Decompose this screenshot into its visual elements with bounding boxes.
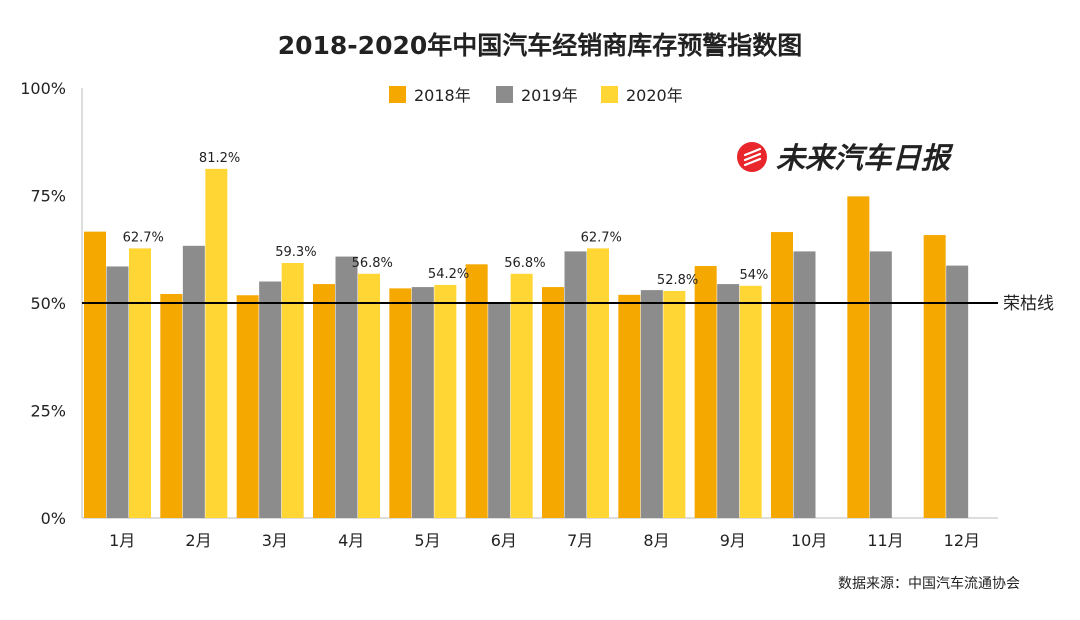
bar — [510, 273, 533, 518]
y-tick-label: 50% — [30, 294, 66, 313]
data-label: 52.8% — [657, 273, 698, 288]
legend-label: 2019年 — [521, 86, 578, 105]
bar — [358, 273, 380, 518]
y-tick-label: 0% — [41, 509, 66, 528]
chart-title: 2018-2020年中国汽车经销商库存预警指数图 — [278, 31, 803, 60]
bar — [84, 231, 106, 518]
y-tick-label: 100% — [20, 79, 66, 98]
bar — [542, 287, 564, 518]
bar — [739, 285, 762, 518]
brand-logo-stripes — [743, 147, 762, 167]
legend-swatch — [496, 86, 513, 103]
brand-logo: 未来汽车日报 — [737, 141, 954, 175]
data-label: 54% — [739, 268, 768, 283]
bar — [618, 294, 641, 518]
data-label: 56.8% — [352, 256, 393, 271]
x-tick-label: 11月 — [867, 531, 903, 550]
data-label: 62.7% — [581, 230, 622, 245]
reference-line-label: 荣枯线 — [1003, 294, 1054, 314]
bar — [335, 256, 358, 518]
y-tick-label: 25% — [30, 402, 66, 421]
bar — [434, 284, 457, 518]
x-tick-label: 8月 — [643, 531, 669, 550]
x-tick-label: 1月 — [109, 531, 135, 550]
bar — [663, 290, 686, 518]
data-label: 81.2% — [199, 151, 240, 166]
data-label: 59.3% — [275, 245, 316, 260]
bar — [281, 263, 304, 518]
x-tick-label: 3月 — [262, 531, 288, 550]
brand-stripe — [743, 157, 762, 167]
bar — [946, 265, 969, 518]
bar — [694, 266, 717, 518]
brand-stripe — [743, 152, 762, 162]
bar — [869, 251, 892, 518]
bar — [847, 196, 870, 519]
bar — [411, 287, 434, 518]
x-tick-label: 9月 — [720, 531, 746, 550]
legend-swatch — [389, 86, 406, 103]
bar — [488, 303, 511, 518]
x-tick-label: 7月 — [567, 531, 593, 550]
bar — [160, 293, 183, 518]
brand-stripe — [743, 147, 762, 157]
bar — [465, 264, 488, 518]
legend-label: 2020年 — [626, 86, 683, 105]
bar — [313, 284, 335, 518]
bar — [640, 290, 663, 518]
legend-swatch — [601, 86, 618, 103]
x-tick-label: 2月 — [185, 531, 211, 550]
legend: 2018年 2019年 2020年 — [389, 86, 683, 105]
bar — [587, 248, 609, 518]
data-labels: 62.7% 81.2% 59.3% 56.8% 54.2% 56.8% 62.7% 52.8%… — [123, 151, 769, 288]
bars — [84, 168, 969, 519]
bar — [236, 295, 259, 518]
x-tick-label: 4月 — [338, 531, 364, 550]
y-tick-label: 75% — [30, 187, 66, 206]
x-tick-label: 6月 — [491, 531, 517, 550]
bar — [205, 168, 228, 518]
legend-label: 2018年 — [414, 86, 471, 105]
bar — [182, 245, 205, 518]
brand-text: 未来汽车日报 — [776, 141, 954, 175]
bar — [923, 235, 946, 518]
bar — [259, 281, 282, 518]
data-label: 62.7% — [123, 230, 164, 245]
bar — [717, 284, 740, 518]
x-tick-label: 5月 — [414, 531, 440, 550]
source-note: 数据来源：中国汽车流通协会 — [838, 575, 1020, 592]
data-label: 56.8% — [504, 256, 545, 271]
x-tick-label: 12月 — [944, 531, 980, 550]
bar — [129, 248, 151, 518]
bar — [793, 251, 816, 518]
data-label: 54.2% — [428, 267, 469, 282]
bar — [389, 288, 412, 518]
bar — [771, 232, 793, 519]
bar — [564, 251, 587, 518]
reference-line: 荣枯线 — [82, 294, 1054, 314]
bar — [106, 266, 129, 518]
x-tick-label: 10月 — [791, 531, 827, 550]
